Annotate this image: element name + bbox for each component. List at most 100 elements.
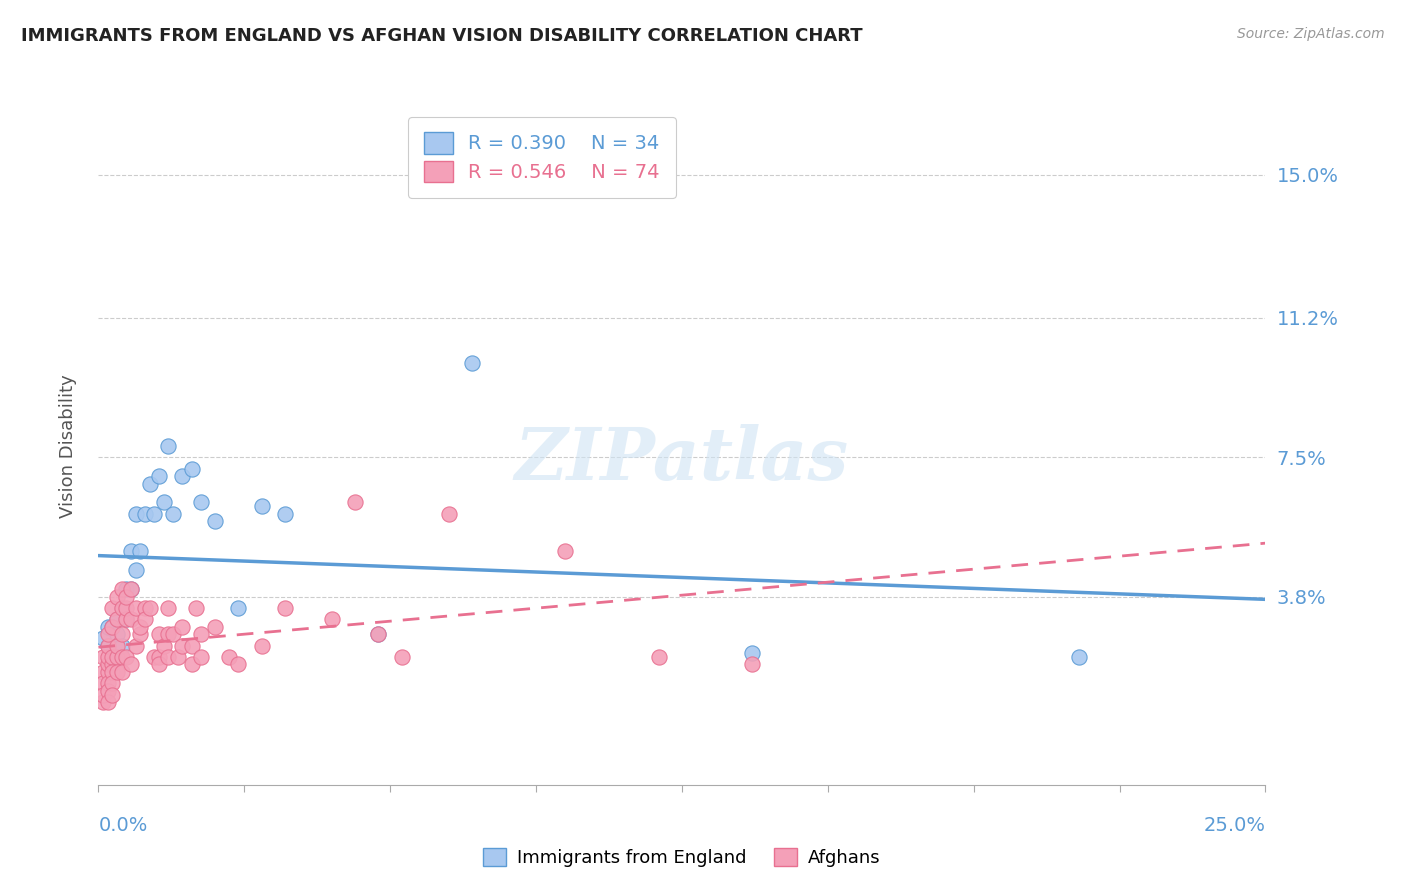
- Point: [120, 612, 142, 626]
- Point: [97, 639, 120, 653]
- Y-axis label: Vision Disability: Vision Disability: [59, 374, 77, 518]
- Point: [115, 590, 138, 604]
- Point: [120, 657, 142, 672]
- Point: [111, 665, 134, 679]
- Point: [111, 601, 134, 615]
- Point: [143, 507, 166, 521]
- Point: [228, 601, 250, 615]
- Text: Source: ZipAtlas.com: Source: ZipAtlas.com: [1237, 27, 1385, 41]
- Text: IMMIGRANTS FROM ENGLAND VS AFGHAN VISION DISABILITY CORRELATION CHART: IMMIGRANTS FROM ENGLAND VS AFGHAN VISION…: [21, 27, 863, 45]
- Point: [204, 514, 226, 528]
- Point: [274, 601, 297, 615]
- Point: [101, 620, 124, 634]
- Point: [120, 582, 142, 596]
- Point: [741, 657, 763, 672]
- Point: [111, 627, 134, 641]
- Point: [120, 544, 142, 558]
- Text: 25.0%: 25.0%: [1204, 816, 1265, 835]
- Point: [554, 544, 576, 558]
- Point: [97, 665, 120, 679]
- Point: [148, 627, 170, 641]
- Point: [228, 657, 250, 672]
- Point: [115, 601, 138, 615]
- Point: [129, 544, 152, 558]
- Point: [115, 582, 138, 596]
- Point: [125, 601, 148, 615]
- Point: [101, 620, 124, 634]
- Point: [125, 563, 148, 577]
- Point: [97, 695, 120, 709]
- Point: [97, 620, 120, 634]
- Point: [461, 356, 484, 370]
- Point: [101, 665, 124, 679]
- Point: [437, 507, 460, 521]
- Point: [162, 627, 184, 641]
- Point: [105, 639, 128, 653]
- Point: [97, 657, 120, 672]
- Point: [115, 612, 138, 626]
- Point: [204, 620, 226, 634]
- Text: ZIPatlas: ZIPatlas: [515, 424, 849, 495]
- Point: [91, 665, 114, 679]
- Point: [180, 657, 202, 672]
- Point: [143, 649, 166, 664]
- Point: [321, 612, 343, 626]
- Text: 0.0%: 0.0%: [98, 816, 148, 835]
- Point: [190, 627, 212, 641]
- Point: [105, 612, 128, 626]
- Point: [129, 620, 152, 634]
- Point: [105, 612, 128, 626]
- Point: [111, 582, 134, 596]
- Point: [367, 627, 389, 641]
- Point: [148, 649, 170, 664]
- Point: [111, 601, 134, 615]
- Point: [101, 601, 124, 615]
- Point: [157, 649, 180, 664]
- Point: [139, 476, 162, 491]
- Point: [344, 495, 367, 509]
- Point: [1067, 649, 1090, 664]
- Point: [172, 469, 194, 483]
- Point: [129, 627, 152, 641]
- Point: [105, 627, 128, 641]
- Legend: Immigrants from England, Afghans: Immigrants from England, Afghans: [475, 841, 889, 874]
- Point: [148, 657, 170, 672]
- Point: [152, 639, 174, 653]
- Point: [741, 646, 763, 660]
- Point: [101, 657, 124, 672]
- Point: [134, 601, 156, 615]
- Point: [162, 507, 184, 521]
- Point: [91, 649, 114, 664]
- Point: [148, 469, 170, 483]
- Point: [139, 601, 162, 615]
- Point: [166, 649, 188, 664]
- Point: [157, 439, 180, 453]
- Point: [97, 639, 120, 653]
- Point: [101, 688, 124, 702]
- Point: [105, 649, 128, 664]
- Point: [180, 461, 202, 475]
- Point: [157, 601, 180, 615]
- Point: [157, 627, 180, 641]
- Point: [120, 582, 142, 596]
- Point: [91, 688, 114, 702]
- Point: [111, 649, 134, 664]
- Point: [125, 639, 148, 653]
- Point: [250, 639, 273, 653]
- Point: [115, 649, 138, 664]
- Point: [172, 639, 194, 653]
- Point: [134, 612, 156, 626]
- Point: [391, 649, 413, 664]
- Point: [172, 620, 194, 634]
- Point: [186, 601, 208, 615]
- Point: [190, 495, 212, 509]
- Point: [125, 507, 148, 521]
- Point: [101, 649, 124, 664]
- Point: [218, 649, 240, 664]
- Point: [111, 639, 134, 653]
- Point: [190, 649, 212, 664]
- Point: [250, 500, 273, 514]
- Point: [134, 507, 156, 521]
- Point: [367, 627, 389, 641]
- Point: [97, 683, 120, 698]
